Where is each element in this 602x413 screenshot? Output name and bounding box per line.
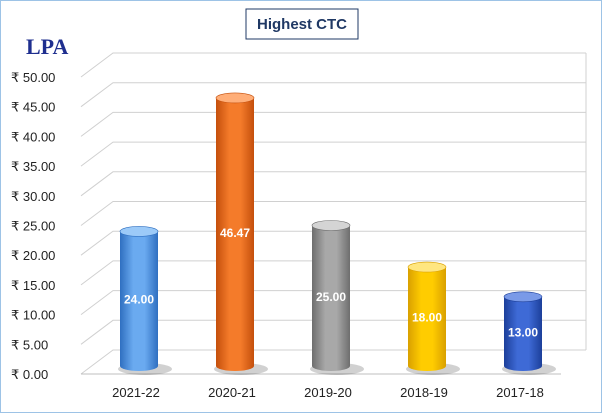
chart-title-box	[245, 8, 359, 40]
gridline	[80, 52, 586, 78]
gridline	[80, 201, 586, 226]
unit-label: LPA	[26, 34, 68, 59]
bar-top	[503, 291, 543, 303]
y-tick-label: ₹ 0.00	[11, 367, 48, 382]
bar-top	[119, 226, 159, 237]
gridline	[80, 141, 586, 167]
gridline	[80, 171, 586, 197]
y-tick-label: ₹ 15.00	[11, 278, 55, 293]
bar-body	[216, 97, 254, 371]
x-tick-label: 2018-19	[400, 385, 448, 400]
bar-body	[312, 225, 350, 371]
gridline	[80, 82, 586, 108]
y-tick-label: ₹ 20.00	[11, 248, 55, 263]
chart-title-text: Highest CTC	[257, 16, 347, 33]
bar-body	[120, 231, 158, 371]
x-tick-label: 2017-18	[496, 385, 544, 400]
y-tick-label: ₹ 35.00	[11, 159, 55, 174]
bar-2017-18: 13.00	[502, 291, 556, 375]
bar-body	[504, 296, 542, 371]
data-label: 24.00	[124, 293, 154, 307]
bar-2020-21: 46.47	[214, 92, 268, 375]
bar-top	[407, 261, 447, 273]
bar-2019-20: 25.00	[310, 220, 364, 375]
bar-top	[215, 92, 255, 104]
y-tick-label: ₹ 40.00	[11, 129, 55, 144]
x-axis: 2021-22 2020-21 2019-20 2018-19 2017-18	[112, 385, 544, 400]
gridline	[80, 230, 586, 256]
bars: 24.00 46.47 25.00 18.00 13.00	[118, 92, 556, 375]
data-label: 46.47	[220, 226, 250, 240]
y-tick-label: ₹ 45.00	[11, 100, 55, 115]
y-tick-label: ₹ 5.00	[11, 337, 48, 352]
bar-body	[408, 267, 446, 371]
gridline	[80, 111, 586, 137]
y-tick-label: ₹ 10.00	[11, 308, 55, 323]
y-axis: ₹ 0.00 ₹ 5.00 ₹ 10.00 ₹ 15.00 ₹ 20.00 ₹ 25.00…	[11, 70, 55, 382]
x-tick-label: 2020-21	[208, 385, 256, 400]
data-label: 18.00	[412, 311, 442, 325]
bar-2018-19: 18.00	[406, 261, 460, 375]
bar-2021-22: 24.00	[118, 226, 172, 375]
bar-top	[311, 220, 351, 231]
gridlines	[80, 52, 587, 375]
x-tick-label: 2021-22	[112, 385, 160, 400]
y-tick-label: ₹ 25.00	[11, 219, 55, 234]
data-label: 25.00	[316, 290, 346, 304]
y-tick-label: ₹ 30.00	[11, 189, 55, 204]
data-label: 13.00	[508, 325, 538, 339]
x-tick-label: 2019-20	[304, 385, 352, 400]
y-tick-label: ₹ 50.00	[11, 70, 55, 85]
chart-title: Highest CTC	[245, 8, 359, 40]
gridline	[80, 260, 586, 286]
